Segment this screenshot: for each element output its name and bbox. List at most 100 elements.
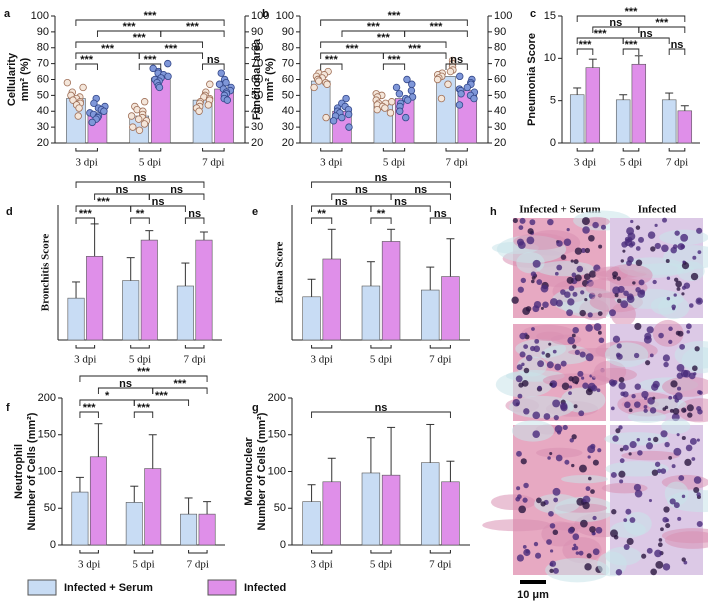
nucleus: [624, 401, 631, 409]
panel-label: c: [530, 8, 536, 20]
x-tick-label: 3 dpi: [311, 354, 333, 366]
nucleus: [696, 227, 703, 234]
nucleus: [581, 376, 585, 380]
significance-label: ***: [367, 21, 381, 33]
significance-label: ns: [116, 184, 129, 196]
y-tick-label: 90: [282, 26, 294, 38]
panel-label: a: [4, 8, 11, 20]
nucleus: [635, 259, 643, 267]
y2-tick-label: 100: [251, 10, 269, 22]
nucleus: [554, 271, 559, 276]
category-bracket: [188, 550, 208, 554]
x-tick-label: 3 dpi: [76, 157, 98, 169]
nucleus: [681, 292, 685, 296]
nucleus: [512, 398, 521, 407]
nucleus: [652, 396, 656, 400]
y-tick-label: 0: [280, 539, 286, 551]
bar: [436, 76, 456, 144]
y-tick-label: 200: [268, 392, 286, 404]
nucleus: [677, 516, 682, 521]
bar: [585, 67, 601, 144]
data-point: [149, 64, 157, 73]
nucleus: [579, 309, 586, 317]
nucleus: [668, 326, 673, 332]
nucleus: [577, 370, 584, 377]
significance-label: ns: [335, 196, 348, 208]
y2-tick-label: 40: [494, 105, 506, 117]
significance-label: ***: [97, 196, 111, 208]
nucleus: [516, 364, 523, 371]
column-title: Infected: [638, 204, 677, 216]
nucleus: [625, 508, 632, 515]
nucleus: [515, 496, 521, 502]
nucleus: [575, 551, 580, 555]
category-bracket: [202, 148, 225, 152]
y2-tick-label: 60: [251, 73, 263, 85]
nucleus: [593, 323, 602, 331]
nucleus: [532, 259, 541, 268]
significance-label: ***: [83, 402, 97, 414]
data-point: [344, 110, 353, 119]
nucleus: [662, 516, 669, 523]
y-axis-label: Cellularity: [6, 52, 18, 106]
nucleus: [665, 259, 670, 264]
category-bracket: [75, 345, 96, 349]
nucleus: [552, 399, 561, 408]
nucleus: [567, 336, 576, 345]
significance-bracket: [622, 37, 670, 44]
significance-bracket: [75, 41, 204, 48]
significance-bracket: [138, 52, 204, 59]
nucleus: [674, 277, 679, 282]
x-tick-label: 7 dpi: [202, 157, 224, 169]
bar: [631, 63, 647, 144]
nucleus: [653, 436, 659, 443]
bar: [302, 501, 321, 546]
nucleus: [587, 455, 591, 459]
nucleus: [580, 248, 586, 254]
nucleus: [619, 447, 624, 452]
y-axis-label: Bronchitis Score: [40, 234, 52, 312]
significance-label: ns: [119, 378, 132, 390]
x-tick-label: 3 dpi: [78, 559, 100, 571]
significance-bracket: [184, 217, 205, 224]
significance-label: ***: [325, 54, 339, 66]
y2-tick-label: 80: [494, 42, 506, 54]
significance-label: ***: [625, 39, 639, 51]
nucleus: [675, 280, 682, 288]
bar: [302, 296, 321, 341]
tissue-band: [604, 432, 669, 446]
nucleus: [696, 520, 703, 528]
nucleus: [697, 409, 703, 415]
nucleus: [613, 534, 619, 540]
nucleus: [666, 296, 671, 301]
nucleus: [628, 452, 632, 456]
nucleus: [673, 293, 677, 297]
nucleus: [520, 277, 526, 284]
nucleus: [622, 249, 626, 253]
nucleus: [556, 430, 562, 435]
nucleus: [693, 476, 702, 484]
bar: [67, 297, 85, 341]
nucleus: [516, 554, 525, 562]
nucleus: [669, 408, 674, 413]
y-tick-label: 70: [37, 58, 49, 70]
data-point: [223, 96, 232, 104]
significance-label: ***: [155, 390, 169, 402]
nucleus: [651, 383, 659, 391]
nucleus: [560, 289, 566, 295]
y2-tick-label: 20: [494, 137, 506, 149]
significance-label: *: [105, 390, 110, 402]
significance-label: ns: [434, 208, 447, 220]
nucleus: [661, 244, 669, 253]
bar: [421, 462, 440, 546]
nucleus: [560, 360, 567, 367]
data-point: [100, 107, 108, 115]
significance-label: ns: [640, 28, 653, 40]
nucleus: [511, 296, 519, 304]
nucleus: [630, 219, 634, 224]
nucleus: [533, 300, 542, 309]
nucleus: [660, 468, 667, 474]
tissue-band: [561, 474, 608, 484]
nucleus: [530, 279, 535, 284]
data-point: [69, 96, 77, 104]
